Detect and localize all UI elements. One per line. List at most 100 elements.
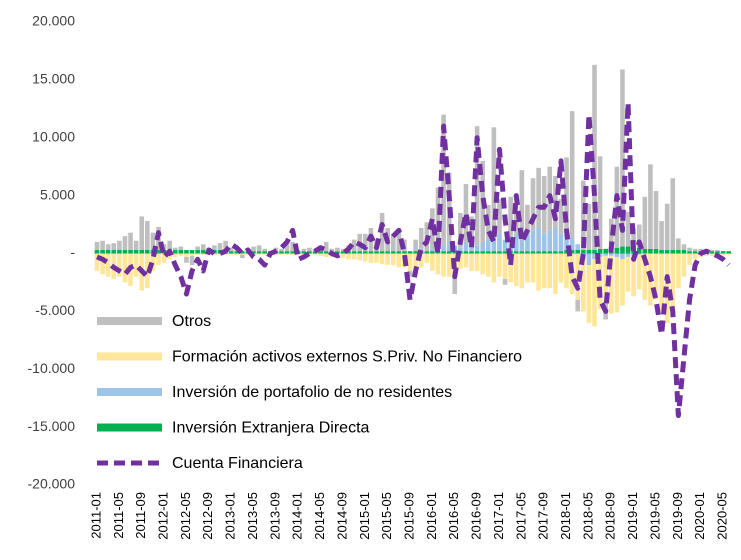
bar — [323, 251, 329, 254]
bar — [491, 251, 497, 254]
bar — [290, 251, 295, 254]
bar — [323, 241, 329, 252]
bar — [357, 253, 363, 261]
bar — [664, 203, 670, 251]
bar — [586, 265, 592, 323]
bar — [497, 199, 502, 234]
bar — [318, 253, 323, 256]
bar — [234, 253, 240, 255]
bar — [519, 170, 525, 229]
bar — [363, 233, 368, 252]
bar — [195, 246, 200, 251]
bar — [491, 127, 497, 238]
bar — [240, 254, 245, 259]
bar — [664, 250, 670, 254]
bar — [94, 241, 100, 251]
bar — [547, 230, 553, 252]
bar — [111, 243, 117, 251]
bar — [407, 253, 413, 271]
bar — [692, 251, 698, 254]
bar — [681, 244, 687, 251]
x-tick-label: 2019-01 — [625, 492, 640, 540]
bar — [256, 251, 262, 254]
bar — [318, 251, 323, 254]
bar — [441, 251, 446, 254]
y-tick-label: 20.000 — [32, 13, 75, 29]
bar — [279, 251, 284, 254]
bar — [430, 253, 435, 271]
bar — [603, 248, 608, 254]
bar — [586, 250, 592, 254]
bar — [284, 244, 290, 252]
bar — [709, 251, 715, 254]
bar — [486, 253, 491, 277]
bar — [592, 253, 597, 260]
bar — [536, 228, 541, 252]
x-tick-label: 2015-05 — [379, 492, 394, 540]
bar — [474, 253, 480, 271]
bar — [424, 251, 430, 254]
bar — [184, 250, 189, 254]
bar — [446, 253, 452, 277]
bar — [541, 251, 547, 254]
bar — [653, 190, 659, 249]
bar — [659, 253, 664, 312]
bar — [100, 250, 105, 254]
bar — [374, 251, 379, 254]
bar — [189, 250, 195, 254]
bar — [307, 253, 312, 255]
bar — [553, 253, 558, 295]
bar — [189, 255, 195, 266]
bar — [474, 251, 480, 254]
bar — [139, 216, 145, 251]
bar — [513, 233, 519, 252]
bar — [435, 251, 441, 254]
x-tick-label: 2017-01 — [491, 492, 506, 540]
bar — [642, 196, 648, 249]
bar — [117, 250, 122, 254]
bar — [625, 246, 631, 254]
x-tick-label: 2014-05 — [312, 492, 327, 540]
bar — [105, 250, 111, 254]
bar — [480, 241, 486, 252]
bar — [290, 241, 295, 252]
bar — [368, 253, 374, 263]
bar — [156, 250, 161, 254]
bar — [385, 253, 390, 266]
bar — [335, 251, 340, 254]
bar — [564, 157, 569, 233]
bar — [435, 187, 441, 246]
bar — [497, 251, 502, 254]
x-tick-label: 2019-05 — [647, 492, 662, 540]
bar — [720, 251, 726, 254]
bar — [363, 253, 368, 262]
bar — [357, 251, 363, 254]
bar — [458, 247, 463, 252]
y-tick-label: - — [70, 244, 75, 260]
bar — [715, 250, 720, 252]
bar — [122, 253, 128, 283]
bar — [692, 253, 698, 260]
bar — [346, 251, 351, 254]
bar — [262, 253, 267, 255]
bar — [687, 253, 692, 266]
bar — [446, 241, 452, 252]
bar — [240, 251, 245, 254]
bar — [262, 251, 267, 254]
bar — [642, 253, 648, 300]
bar — [301, 251, 307, 254]
bar — [279, 248, 284, 252]
bar — [172, 250, 178, 254]
bar — [413, 253, 418, 271]
bar — [189, 253, 195, 256]
bar — [564, 250, 569, 254]
bar — [614, 256, 620, 313]
y-tick-label: -10.000 — [28, 360, 76, 376]
bar — [105, 253, 111, 277]
bar — [726, 251, 731, 254]
bar — [94, 250, 100, 254]
bar — [228, 253, 234, 255]
bar — [301, 248, 307, 252]
bar — [642, 248, 648, 254]
